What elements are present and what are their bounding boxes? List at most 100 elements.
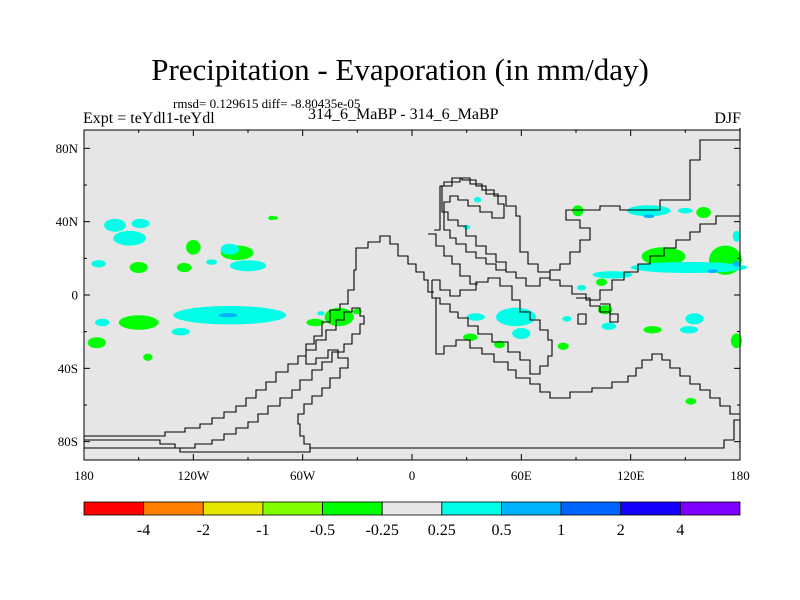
anomaly-pos-05-50 — [732, 261, 741, 267]
colorbar-swatch-0 — [83, 501, 145, 516]
americas-outline — [84, 235, 434, 437]
anomaly-neg-025-53 — [272, 216, 278, 220]
lon-tick-label: 120E — [617, 468, 645, 483]
experiment-label: Expt = teYdl1-teYdl — [83, 110, 215, 127]
coastlines — [84, 128, 741, 453]
colorbar-swatch-9 — [620, 501, 681, 516]
lon-tick-label: 60E — [511, 468, 532, 483]
antarctic-outline — [84, 419, 741, 453]
island-outline — [577, 313, 587, 325]
anomaly-neg-025-6 — [176, 262, 192, 273]
anomaly-pos-025-43 — [592, 271, 633, 279]
lat-tick-label: 40S — [58, 361, 78, 376]
anomaly-pos-025-2 — [131, 218, 150, 229]
colorbar-label: -1 — [256, 522, 269, 539]
lon-tick-label: 180 — [730, 468, 750, 483]
anomaly-pos-025-48 — [678, 207, 693, 214]
anomaly-pos-05-38 — [643, 214, 655, 218]
anomaly-pos-025-45 — [576, 284, 587, 291]
anomaly-neg-025-35 — [730, 333, 742, 349]
lat-tick-label: 80N — [56, 141, 79, 156]
colorbar-swatch-10 — [679, 501, 741, 516]
lat-tick-label: 0 — [72, 288, 79, 303]
anomaly-neg-025-20 — [306, 318, 325, 327]
anomaly-neg-025-4 — [186, 240, 201, 255]
anomaly-layer — [87, 196, 748, 405]
axis-ticks — [83, 130, 741, 460]
colorbar-swatch-1 — [143, 501, 204, 516]
anomaly-pos-025-8 — [229, 260, 267, 272]
anomaly-neg-025-36 — [685, 398, 697, 405]
colorbar-label: 0.25 — [428, 522, 456, 539]
anomaly-neg-025-5 — [129, 262, 148, 273]
anomaly-neg-025-44 — [596, 278, 607, 286]
plot-title: Precipitation - Evaporation (in mm/day) — [151, 52, 649, 87]
colorbar-label: -2 — [197, 522, 210, 539]
anomaly-neg-025-14 — [118, 315, 159, 330]
south-america-lower-outline — [297, 349, 349, 448]
colorbar-label: -0.5 — [310, 522, 335, 539]
anomaly-neg-025-27 — [494, 340, 505, 349]
colorbar-label: 1 — [557, 522, 565, 539]
anomaly-neg-025-29 — [557, 342, 569, 350]
colorbar-label: 4 — [676, 522, 684, 539]
colorbar-label: 2 — [617, 522, 625, 539]
anomaly-neg-025-46 — [572, 205, 584, 217]
anomaly-neg-025-26 — [463, 333, 478, 341]
anomaly-neg-025-47 — [696, 207, 711, 218]
anomaly-pos-025-15 — [94, 318, 110, 327]
colorbar-swatch-2 — [202, 501, 264, 516]
peninsula-outline — [428, 233, 478, 285]
anomaly-pos-025-22 — [317, 311, 325, 316]
anomaly-pos-025-10 — [206, 259, 218, 265]
colorbar-swatch-5 — [381, 501, 443, 516]
lat-tick-label: 80S — [58, 434, 78, 449]
anomaly-pos-025-51 — [474, 196, 482, 203]
eurasia-africa-outline — [441, 128, 741, 301]
anomaly-pos-025-3 — [91, 260, 106, 268]
lat-tick-label: 40N — [56, 214, 79, 229]
anomaly-pos-025-34 — [679, 326, 699, 334]
subtitle: 314_6_MaBP - 314_6_MaBP — [308, 106, 499, 123]
africa-outline — [431, 277, 553, 375]
anomaly-pos-025-33 — [685, 313, 704, 325]
indian-ocean-rim-outline — [435, 298, 740, 415]
anomaly-pos-025-31 — [601, 322, 617, 330]
stats-label: rmsd= 0.129615 diff= -8.80435e-05 — [173, 96, 361, 111]
colorbar-label: -4 — [137, 522, 150, 539]
colorbar-swatch-7 — [501, 501, 562, 516]
anomaly-pos-05-13 — [218, 313, 238, 318]
anomaly-pos-025-24 — [512, 328, 531, 339]
anomaly-pos-025-16 — [171, 328, 190, 336]
anomaly-pos-025-28 — [562, 316, 572, 322]
season-label: DJF — [714, 110, 741, 127]
arctic-outline — [434, 177, 506, 271]
anomaly-pos-025-25 — [466, 313, 485, 321]
colorbar-swatch-8 — [560, 501, 622, 516]
colorbar-label: -0.25 — [366, 522, 399, 539]
colorbar-label: 0.5 — [492, 522, 512, 539]
axis-labels: 80N 40N 0 40S 80S 180 120W 60W 0 60E 120E 180 — [56, 141, 750, 483]
anomaly-neg-025-32 — [643, 326, 662, 334]
anomaly-neg-025-17 — [87, 337, 106, 349]
anomaly-pos-025-9 — [220, 243, 239, 255]
anomaly-pos-05-42 — [707, 269, 719, 274]
colorbar-swatch-4 — [322, 501, 383, 516]
anomaly-pos-025-41 — [630, 262, 748, 273]
colorbar-swatch-3 — [262, 501, 323, 516]
anomaly-neg-025-19 — [324, 307, 354, 327]
lon-tick-label: 180 — [74, 468, 94, 483]
lon-tick-label: 0 — [409, 468, 416, 483]
anomaly-pos-025-0 — [104, 218, 126, 232]
southeast-asia-islands-outline — [576, 297, 619, 323]
lon-tick-label: 60W — [290, 468, 316, 483]
colorbar: -4 -2 -1 -0.5 -0.25 0.25 0.5 1 2 4 — [83, 501, 741, 539]
anomaly-pos-025-49 — [732, 230, 741, 242]
anomaly-neg-025-18 — [143, 353, 153, 361]
anomaly-pos-025-1 — [113, 230, 146, 246]
south-america-inner-outline — [84, 307, 365, 449]
lon-tick-label: 120W — [177, 468, 210, 483]
map-background — [84, 130, 740, 460]
colorbar-swatch-6 — [441, 501, 502, 516]
